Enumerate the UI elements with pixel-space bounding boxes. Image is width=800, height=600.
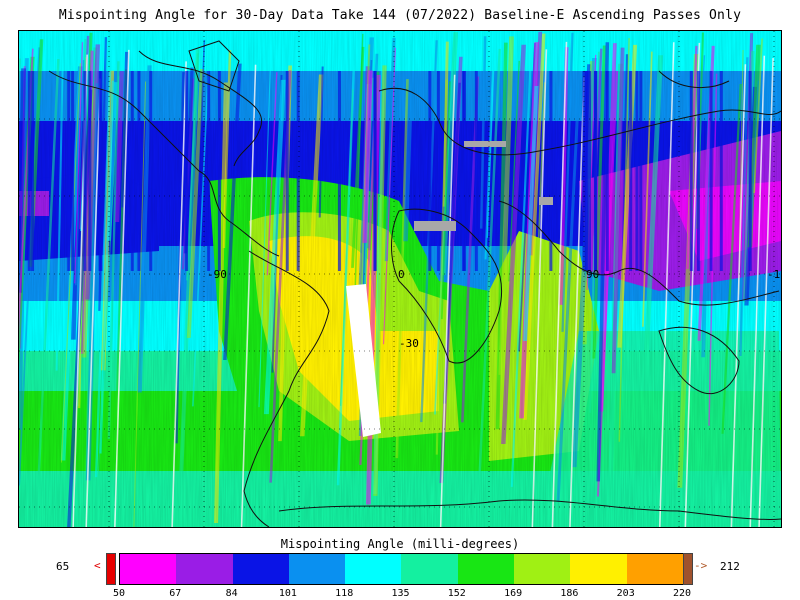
colorbar-segment (514, 554, 571, 584)
colorbar-tick-label: 118 (335, 588, 354, 599)
colorbar-tick-label: 101 (278, 588, 297, 599)
colorbar-title: Mispointing Angle (milli-degrees) (280, 537, 520, 551)
colorbar-segment (288, 554, 346, 584)
under-range-swatch (106, 553, 116, 585)
colorbar-segment (176, 554, 233, 584)
colorbar-segment (120, 554, 177, 584)
coastlines (48, 40, 781, 527)
colorbar-segment (401, 554, 458, 584)
colorbar-tick-label: 50 (112, 588, 126, 599)
lon-label-0: 0 (398, 268, 405, 281)
colorbar-tick-label: 67 (169, 588, 182, 599)
lon-label-e90: 90 (586, 268, 599, 281)
graticule (19, 31, 781, 527)
map-canvas: -90 0 90 -180 -30 (19, 31, 781, 527)
colorbar-tick-label: 186 (560, 588, 579, 599)
colorbar-segment (570, 554, 627, 584)
colorbar-tick-label: 135 (391, 588, 410, 599)
colorbar-tick-label: 84 (225, 588, 238, 599)
colorbar-tick-label: 203 (616, 588, 635, 599)
over-range-arrow: -> (694, 559, 708, 572)
under-range-arrow: < (94, 559, 101, 572)
colorbar-max-value: 212 (720, 560, 740, 573)
colorbar (119, 553, 684, 585)
colorbar-min-value: 65 (56, 560, 70, 573)
colorbar-segment (232, 554, 289, 584)
over-range-swatch (683, 553, 693, 585)
lon-label-180: -180 (767, 268, 781, 281)
mispointing-map: -90 0 90 -180 -30 (18, 30, 782, 528)
colorbar-ticks: 50 67 84 101 118 135 152 169 186 203 220 (0, 588, 800, 600)
colorbar-tick-label: 169 (504, 588, 523, 599)
lon-label-w90: -90 (207, 268, 227, 281)
colorbar-segment (345, 554, 402, 584)
colorbar-tick-label: 220 (672, 588, 692, 599)
colorbar-segment (457, 554, 515, 584)
colorbar-tick-label: 152 (447, 588, 466, 599)
map-title: Mispointing Angle for 30-Day Data Take 1… (58, 8, 742, 23)
lat-label-s30: -30 (399, 337, 419, 350)
missing-data (346, 141, 553, 437)
colorbar-segment (626, 554, 683, 584)
